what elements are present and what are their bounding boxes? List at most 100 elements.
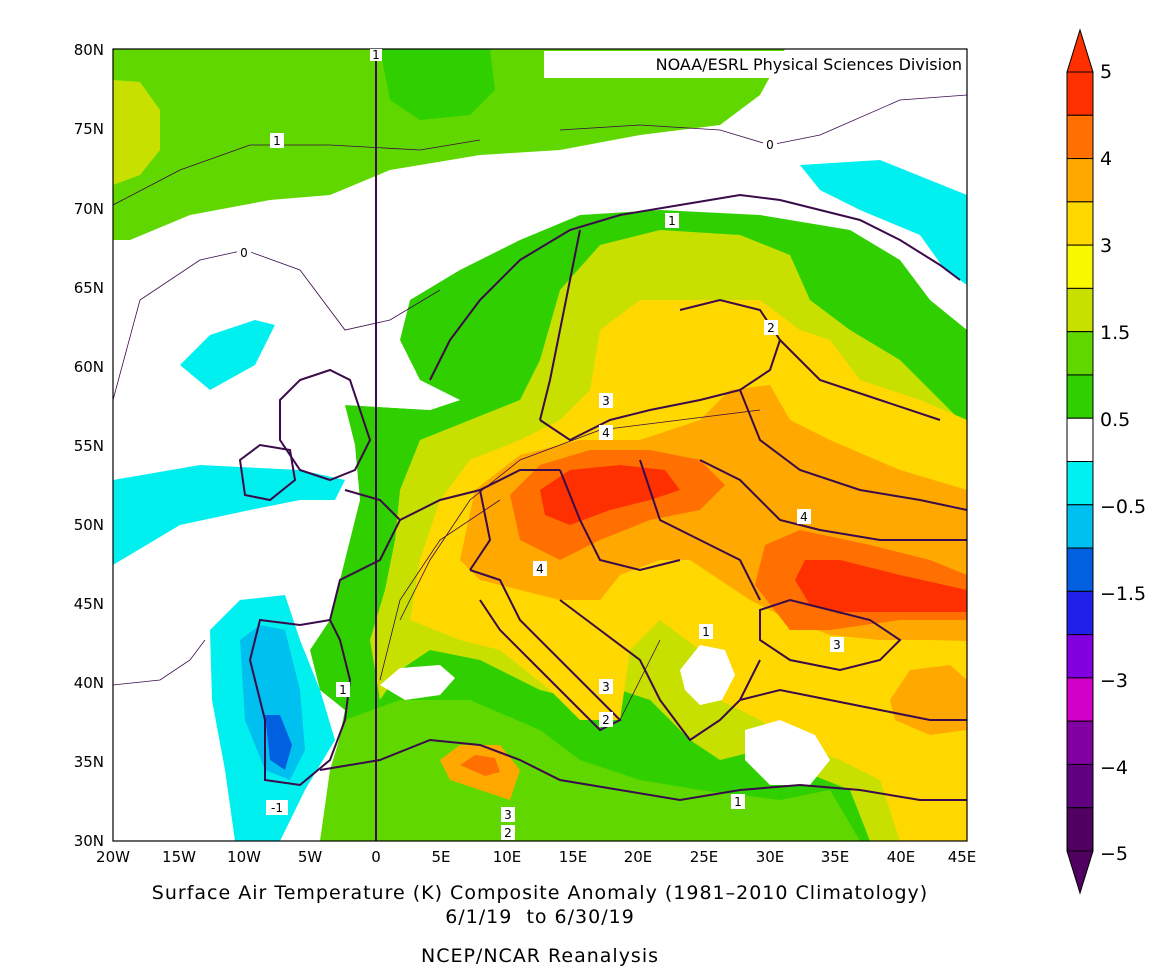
colorbar-swatch (1066, 114, 1094, 160)
aegean-neutral-patch (680, 645, 735, 705)
svg-text:1: 1 (734, 795, 742, 809)
colorbar-label: −4 (1100, 757, 1128, 779)
contour-label: 1 (270, 133, 284, 148)
lon-tick-label: 25E (690, 848, 719, 866)
contour-label: 4 (599, 425, 613, 440)
southern-mediterranean-green (320, 700, 860, 841)
plot-frame (112, 48, 968, 842)
sweden-finland-border (539, 229, 581, 421)
lon-tick-label: 15E (559, 848, 588, 866)
atlantic-negative-region (180, 320, 275, 390)
contour-label: 3 (599, 679, 613, 694)
colorbar-swatch (1066, 374, 1094, 419)
lat-tick-label: 70N (74, 200, 104, 218)
lat-tick-label: 75N (74, 120, 104, 138)
svg-text:4: 4 (602, 426, 610, 440)
contour-label: 2 (501, 825, 515, 840)
contour-label: 3 (501, 807, 515, 822)
lat-tick-label: 45N (74, 595, 104, 613)
turkey-coast (739, 688, 967, 721)
balkans-coast (559, 599, 761, 742)
contour-label: 4 (533, 561, 547, 576)
colorbar-swatch (1066, 807, 1094, 852)
svg-text:3: 3 (504, 808, 512, 822)
contour-label: 3 (599, 393, 613, 408)
lon-tick-label: 0 (371, 848, 381, 866)
svg-text:1: 1 (339, 683, 347, 697)
colorbar-lower-arrow (1066, 850, 1094, 895)
contour-label: 1 (370, 48, 382, 62)
contour-label: 1 (699, 624, 713, 639)
eastern-borders (739, 339, 967, 511)
colorbar-swatch (1066, 331, 1094, 376)
colorbar-upper-arrow (1066, 28, 1094, 73)
colorbar-label: −1.5 (1100, 583, 1146, 605)
lon-tick-label: 20W (96, 848, 130, 866)
colorbar-swatch (1066, 461, 1094, 506)
contour-labels: 1 0 0 1 2 3 4 4 4 1 3 1 3 2 1 3 2 -1 1 (237, 48, 844, 840)
colorbar-swatch (1066, 547, 1094, 592)
colorbar-swatch (1066, 677, 1094, 722)
lat-tick-label: 80N (74, 41, 104, 59)
svg-text:4: 4 (800, 510, 808, 524)
svg-text:3: 3 (602, 394, 610, 408)
contour-label: -1 (266, 800, 288, 815)
figure-caption-title: Surface Air Temperature (K) Composite An… (152, 882, 928, 904)
lon-tick-label: 40E (887, 848, 916, 866)
contour-label: 0 (763, 137, 777, 152)
contour-label: 4 (797, 509, 811, 524)
lat-tick-label: 55N (74, 437, 104, 455)
lat-tick-label: 65N (74, 279, 104, 297)
north-africa-dark-orange (460, 755, 500, 776)
colorbar-swatch (1066, 634, 1094, 679)
svg-text:3: 3 (602, 680, 610, 694)
contour-interior (379, 409, 761, 721)
colorbar-swatch (1066, 201, 1094, 246)
svg-text:1: 1 (668, 214, 676, 228)
black-sea-orange (890, 665, 967, 735)
svg-text:2: 2 (602, 713, 610, 727)
barents-negative-region (800, 160, 967, 285)
colorbar-label: 1.5 (1100, 322, 1130, 344)
colorbar-swatch (1066, 71, 1094, 116)
svg-text:1: 1 (372, 48, 380, 62)
figure-caption-dates: 6/1/19 to 6/30/19 (445, 906, 635, 928)
arctic-anomaly-region (113, 49, 785, 240)
coastline-layer (238, 193, 967, 802)
iberia-coast (248, 618, 352, 787)
colorbar-label: 3 (1100, 235, 1112, 257)
colorbar-swatch (1066, 158, 1094, 203)
levantine-neutral-patch (745, 720, 830, 785)
contour-one-arctic (113, 139, 481, 206)
svg-text:3: 3 (833, 638, 841, 652)
contour-zero-atlantic (113, 639, 206, 686)
lon-tick-label: 15W (162, 848, 196, 866)
svg-text:-1: -1 (271, 801, 283, 815)
north-africa-coast (319, 738, 967, 802)
svg-text:0: 0 (766, 138, 774, 152)
credit-box (544, 51, 964, 78)
contour-label: 1 (731, 794, 745, 809)
colorbar-swatch (1066, 720, 1094, 765)
southwest-iberia-blue (265, 715, 292, 770)
colorbar-label: −0.5 (1100, 496, 1146, 518)
france-coast (329, 489, 402, 621)
colorbar (1066, 28, 1094, 895)
arctic-upper-green (380, 49, 495, 120)
colorbar-swatch (1066, 504, 1094, 549)
contour-label: 1 (665, 213, 679, 228)
contour-label: 2 (764, 320, 778, 335)
colorbar-label: 0.5 (1100, 409, 1130, 431)
central-europe-borders (399, 459, 967, 601)
tyrrhenian-neutral-patch (380, 665, 455, 700)
scandinavia-coast (429, 193, 961, 381)
biscay-negative-region (113, 465, 345, 565)
figure-caption-source: NCEP/NCAR Reanalysis (421, 945, 659, 967)
svg-text:2: 2 (504, 826, 512, 840)
contour-label: 3 (830, 637, 844, 652)
colorbar-swatch (1066, 244, 1094, 289)
lat-tick-label: 60N (74, 358, 104, 376)
poland-deep-red (585, 478, 625, 492)
colorbar-label: −5 (1100, 843, 1128, 865)
colorbar-swatch (1066, 287, 1094, 333)
